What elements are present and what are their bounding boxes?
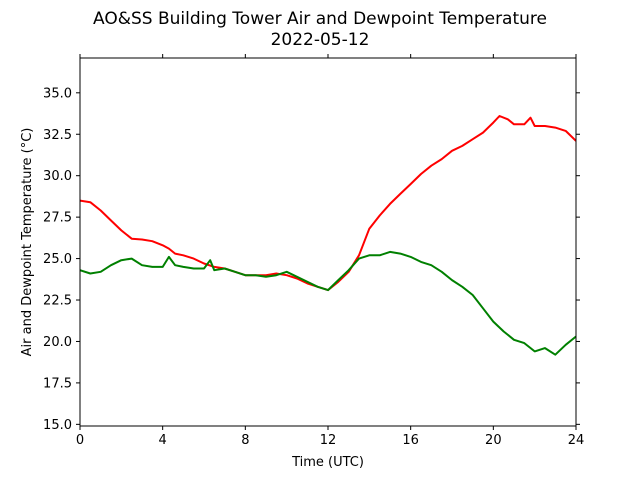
x-tick-label: 20 xyxy=(485,433,502,448)
y-axis-label: Air and Dewpoint Temperature (°C) xyxy=(20,128,35,357)
x-axis-label: Time (UTC) xyxy=(291,455,364,470)
y-axis-ticks: 15.0 17.5 20.0 22.5 25.0 27.5 30.0 32.5 35.0 xyxy=(43,86,580,433)
x-tick-label: 4 xyxy=(159,433,167,448)
x-tick-label: 0 xyxy=(76,433,84,448)
x-tick-label: 24 xyxy=(568,433,585,448)
x-tick-label: 16 xyxy=(402,433,419,448)
y-tick-label: 30.0 xyxy=(43,169,72,184)
series-layer xyxy=(80,115,576,356)
y-tick-label: 22.5 xyxy=(43,294,72,309)
y-tick-label: 35.0 xyxy=(43,86,72,101)
chart-title: AO&SS Building Tower Air and Dewpoint Te… xyxy=(93,9,547,29)
plot-background xyxy=(80,58,576,426)
series-line-2 xyxy=(80,250,576,356)
x-tick-label: 8 xyxy=(241,433,249,448)
y-tick-label: 20.0 xyxy=(43,335,72,350)
y-tick-label: 27.5 xyxy=(43,211,72,226)
chart-subtitle: 2022-05-12 xyxy=(271,30,370,50)
x-axis-ticks: 0 4 8 12 16 20 24 xyxy=(76,54,584,448)
x-tick-label: 12 xyxy=(320,433,337,448)
y-tick-label: 25.0 xyxy=(43,252,72,267)
y-tick-label: 15.0 xyxy=(43,418,72,433)
y-tick-label: 17.5 xyxy=(43,376,72,391)
y-tick-label: 32.5 xyxy=(43,128,72,143)
plot-area: 0 4 8 12 16 20 24 15.0 17.5 20.0 22.5 25.0 27.5 30.0… xyxy=(43,54,584,448)
